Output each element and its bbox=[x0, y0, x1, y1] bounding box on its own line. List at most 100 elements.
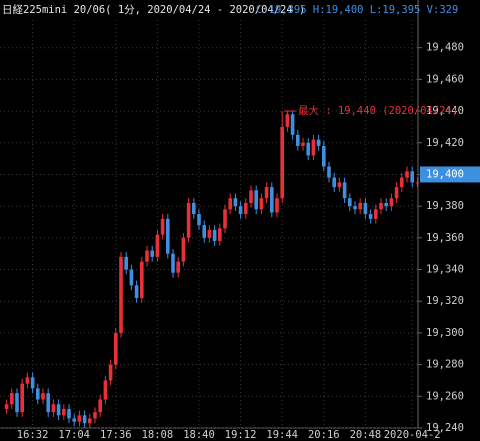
candle-body bbox=[88, 418, 92, 424]
candle-body bbox=[301, 142, 305, 146]
candle-body bbox=[280, 126, 284, 199]
candle-body bbox=[150, 250, 154, 257]
candle-body bbox=[192, 202, 196, 215]
candle-body bbox=[249, 190, 253, 203]
candle-body bbox=[311, 139, 316, 156]
x-tick-label: 2020-04-2 bbox=[384, 429, 441, 441]
candle-body bbox=[4, 404, 9, 409]
x-tick-label: 19:44 bbox=[266, 429, 298, 441]
candle-body bbox=[67, 408, 71, 419]
candle-body bbox=[119, 256, 123, 333]
y-tick-label: 19,420 bbox=[426, 137, 464, 149]
candle-body bbox=[275, 198, 279, 213]
candle-body bbox=[51, 404, 56, 413]
candle-body bbox=[374, 209, 378, 219]
candle-body bbox=[93, 412, 97, 419]
candle-body bbox=[124, 256, 128, 270]
candle-body bbox=[207, 229, 212, 238]
x-tick-label: 17:04 bbox=[58, 429, 90, 441]
candle-body bbox=[25, 377, 30, 384]
candle-body bbox=[145, 250, 149, 262]
candle-body bbox=[233, 198, 238, 207]
y-tick-label: 19,400 bbox=[426, 168, 464, 180]
annotation: 最大 : 19,440 (2020/04/24) bbox=[298, 104, 458, 117]
x-tick-label: 18:40 bbox=[183, 429, 215, 441]
y-tick-label: 19,260 bbox=[426, 390, 464, 402]
candle-body bbox=[218, 228, 222, 242]
candle-body bbox=[285, 114, 290, 127]
candle-body bbox=[82, 415, 87, 424]
candle-body bbox=[259, 198, 264, 210]
candle-body bbox=[140, 261, 144, 299]
y-tick-label: 19,320 bbox=[426, 295, 464, 307]
candle-body bbox=[358, 202, 362, 210]
candle-body bbox=[244, 202, 248, 215]
labels: 19,240 19,260 19,280 19,300 19,320 19,340 19,3… bbox=[17, 42, 480, 441]
candle-body bbox=[379, 202, 383, 210]
candle-body bbox=[410, 171, 414, 183]
x-tick-label: 18:08 bbox=[142, 429, 174, 441]
x-tick-label: 17:36 bbox=[100, 429, 132, 441]
candle-body bbox=[363, 202, 368, 215]
candle-body bbox=[15, 393, 19, 413]
candle-body bbox=[160, 218, 165, 235]
current-price-box bbox=[420, 166, 480, 183]
y-tick-label: 19,380 bbox=[426, 200, 464, 212]
y-tick-label: 19,280 bbox=[426, 359, 464, 371]
candle-body bbox=[197, 214, 201, 226]
candle-body bbox=[384, 202, 388, 207]
candle-body bbox=[62, 408, 66, 416]
candles bbox=[4, 111, 420, 428]
candle-body bbox=[155, 234, 160, 257]
candle-body bbox=[270, 187, 274, 213]
candle-body bbox=[389, 198, 394, 207]
candle-body bbox=[129, 269, 134, 286]
candle-body bbox=[20, 383, 24, 413]
candle-body bbox=[30, 377, 35, 389]
candle-body bbox=[36, 388, 40, 400]
candle-body bbox=[108, 364, 113, 381]
candle-body bbox=[77, 415, 82, 422]
chart-title: 日経225mini 20/06( 1分, 2020/04/24 - 2020/0… bbox=[2, 3, 305, 16]
y-tick-label: 19,440 bbox=[426, 105, 464, 117]
candle-body bbox=[171, 253, 175, 273]
candle-body bbox=[166, 218, 170, 254]
y-tick-label: 19,360 bbox=[426, 232, 464, 244]
quote: C:19,395 H:19,400 L:19,395 V:329 bbox=[256, 4, 458, 16]
x-tick-label: 20:16 bbox=[308, 429, 340, 441]
candle-body bbox=[223, 209, 227, 229]
candle-body bbox=[181, 237, 186, 262]
candle-body bbox=[332, 177, 336, 188]
y-tick-label: 19,480 bbox=[426, 42, 464, 54]
x-tick-label: 19:12 bbox=[225, 429, 257, 441]
candle-body bbox=[327, 166, 331, 178]
candle-body bbox=[10, 393, 14, 405]
candle-body bbox=[353, 206, 357, 210]
candle-body bbox=[46, 393, 50, 413]
candle-body bbox=[56, 404, 61, 416]
y-tick-label: 19,340 bbox=[426, 264, 464, 276]
candle-body bbox=[176, 261, 180, 273]
candle-body bbox=[202, 225, 206, 238]
candle-body bbox=[405, 171, 409, 178]
candle-body bbox=[348, 198, 352, 207]
x-tick-label: 16:32 bbox=[17, 429, 49, 441]
candle-body bbox=[41, 393, 45, 400]
y-tick-label: 19,300 bbox=[426, 327, 464, 339]
candle-body bbox=[322, 145, 326, 167]
y-tick-label: 19,460 bbox=[426, 73, 464, 85]
candle-body bbox=[306, 142, 310, 156]
candle-body bbox=[368, 214, 373, 219]
candle-body bbox=[400, 177, 404, 188]
candle-body bbox=[212, 229, 217, 242]
candle-body bbox=[316, 139, 321, 146]
y-tick-label: 19,240 bbox=[426, 422, 464, 434]
candle-body bbox=[134, 285, 139, 299]
candle-body bbox=[254, 190, 258, 210]
candle-body bbox=[72, 418, 76, 422]
candle-body bbox=[228, 198, 232, 210]
candle-body bbox=[103, 380, 108, 400]
